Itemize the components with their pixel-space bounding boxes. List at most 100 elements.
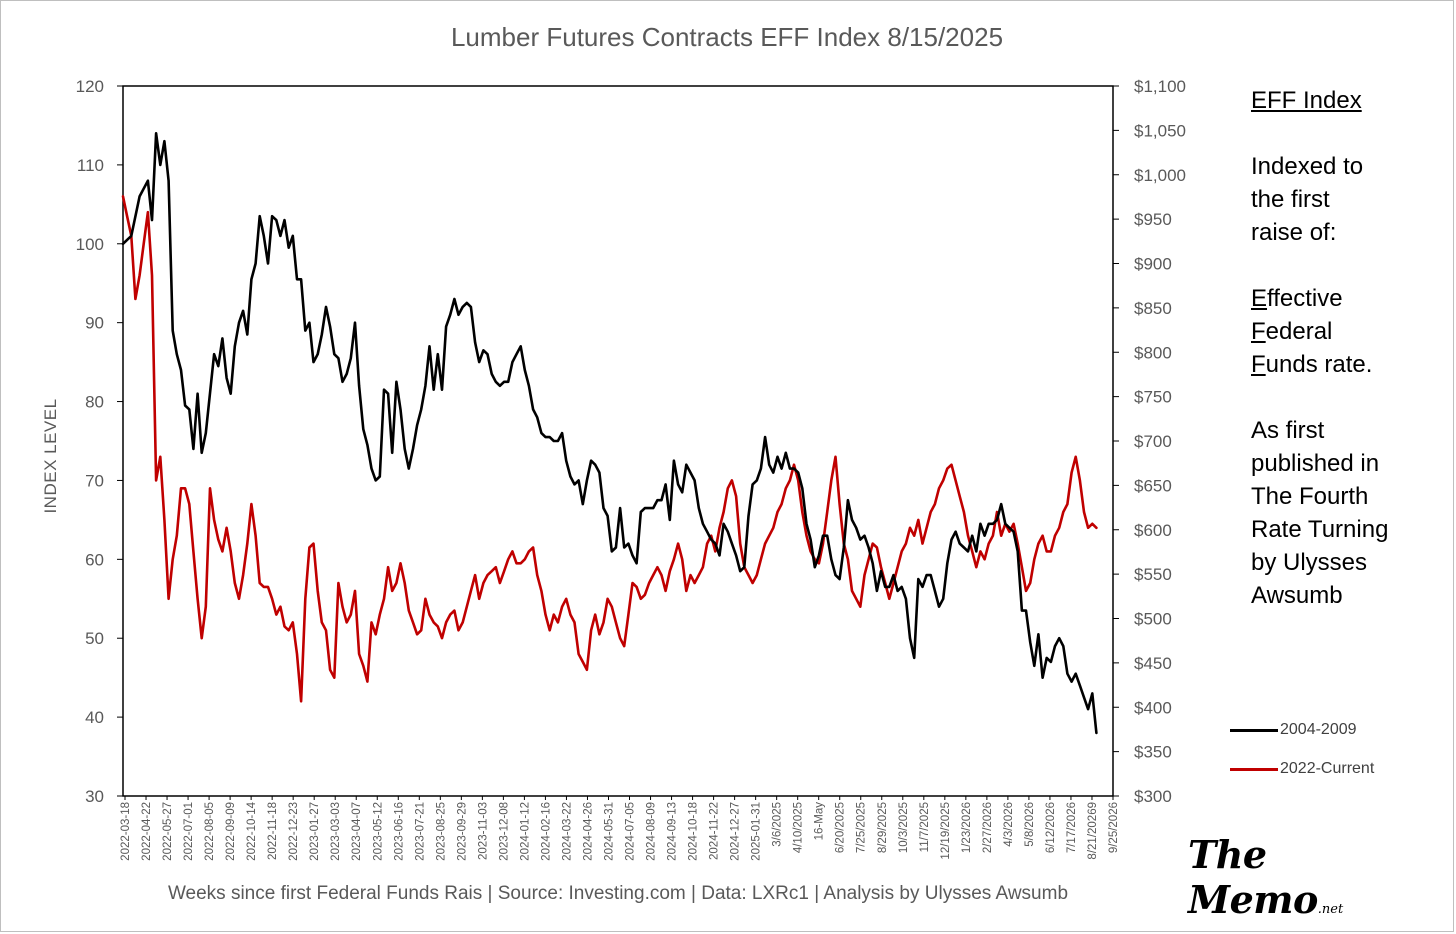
y-tick-label: 30 [85, 787, 104, 806]
eff-index-note: EFF Index Indexed to the first raise of:… [1251, 84, 1451, 645]
x-tick-label: 6/20/2025 [835, 802, 847, 853]
y2-tick-label: $950 [1134, 210, 1172, 229]
y-axis-title: INDEX LEVEL [41, 398, 60, 513]
y2-tick-label: $600 [1134, 521, 1172, 540]
y-tick-label: 120 [76, 77, 104, 96]
note-eff-definition: Effective Federal Funds rate. [1251, 282, 1451, 381]
note-line: As first [1251, 417, 1325, 444]
x-tick-label: 2023-05-12 [372, 802, 384, 861]
x-tick-label: 2022-11-18 [267, 802, 279, 860]
logo-suffix: .net [1317, 902, 1344, 917]
x-tick-label: 1/23/2026 [961, 802, 973, 853]
note-line: ederal [1265, 318, 1333, 345]
y2-tick-label: $550 [1134, 565, 1172, 584]
y2-tick-label: $400 [1134, 698, 1172, 717]
y-tick-label: 50 [85, 629, 104, 648]
x-tick-label: 7/17/2026 [1066, 802, 1078, 853]
x-tick-label: 8/21/20269 [1087, 802, 1099, 860]
note-line: raise of: [1251, 219, 1337, 246]
y2-tick-label: $900 [1134, 255, 1172, 274]
x-tick-label: 2/27/2026 [982, 802, 994, 853]
y2-tick-label: $850 [1134, 299, 1172, 318]
x-tick-label: 2025-01-31 [751, 802, 763, 861]
y-tick-label: 100 [76, 235, 104, 254]
note-line: unds rate. [1265, 351, 1373, 378]
x-tick-label: 2024-11-22 [709, 802, 721, 860]
x-tick-label: 2022-08-05 [204, 802, 216, 861]
legend-swatch [1230, 767, 1278, 771]
y-tick-label: 60 [85, 550, 104, 569]
x-tick-label: 2023-08-25 [435, 802, 447, 861]
note-line: by Ulysses [1251, 549, 1368, 576]
series-line-2022-current [121, 195, 1098, 703]
x-tick-label: 2022-03-18 [120, 802, 132, 861]
y-tick-label: 80 [85, 393, 104, 412]
x-tick-label: 2024-12-27 [730, 802, 742, 861]
note-letter: F [1251, 351, 1266, 378]
x-tick-label: 4/3/2026 [1003, 802, 1015, 847]
x-tick-label: 12/19/2025 [940, 802, 952, 860]
x-tick-label: 3/6/2025 [772, 802, 784, 847]
x-tick-label: 2022-09-09 [225, 802, 237, 861]
note-line: Rate Turning [1251, 516, 1389, 543]
note-line: the first [1251, 186, 1330, 213]
plot-border [122, 85, 1114, 797]
y2-tick-label: $1,000 [1134, 166, 1186, 185]
x-tick-label: 2024-03-22 [561, 802, 573, 861]
x-tick-label: 2023-12-08 [498, 802, 510, 861]
y-axis-left: 120 110 100 90 80 70 60 50 40 30 [76, 77, 123, 806]
x-tick-label: 2022-07-01 [183, 802, 195, 861]
y-axis-right: $1,100 $1,050 $1,000 $950 $900 $850 $800 $750 $7… [1113, 77, 1186, 806]
x-tick-label: 2023-07-21 [414, 802, 426, 861]
x-tick-label: 2024-01-12 [519, 802, 531, 861]
note-line: ffective [1267, 285, 1343, 312]
x-tick-label: 16-May [814, 802, 826, 841]
y-tick-label: 40 [85, 708, 104, 727]
x-tick-label: 2022-12-23 [288, 802, 300, 861]
x-tick-label: 9/25/2026 [1108, 802, 1120, 853]
legend-swatch [1230, 728, 1278, 732]
x-tick-label: 2024-09-13 [667, 802, 679, 861]
x-tick-label: 10/3/2025 [898, 802, 910, 853]
y2-tick-label: $500 [1134, 610, 1172, 629]
note-line: Indexed to [1251, 153, 1364, 180]
y2-tick-label: $700 [1134, 432, 1172, 451]
y2-tick-label: $350 [1134, 743, 1172, 762]
y2-tick-label: $1,050 [1134, 121, 1186, 140]
y-tick-label: 110 [77, 156, 104, 175]
x-tick-label: 2024-04-26 [582, 802, 594, 861]
x-tick-label: 2023-06-16 [393, 802, 405, 861]
series-line-2004-2009 [121, 132, 1098, 735]
x-tick-label: 2023-11-03 [477, 802, 489, 860]
plot-area [121, 85, 1114, 797]
y2-tick-label: $300 [1134, 787, 1172, 806]
note-indexed-text: Indexed to the first raise of: [1251, 150, 1451, 249]
legend-item-2004-2009: 2004-2009 [1230, 718, 1374, 742]
legend-label: 2022-Current [1280, 760, 1375, 777]
y2-tick-label: $800 [1134, 343, 1172, 362]
x-axis-caption: Weeks since first Federal Funds Rais | S… [168, 883, 1068, 904]
x-tick-label: 2022-05-27 [162, 802, 174, 861]
x-tick-label: 4/10/2025 [793, 802, 805, 853]
x-tick-label: 2024-07-05 [625, 802, 637, 861]
note-heading: EFF Index [1251, 87, 1362, 114]
x-tick-label: 2023-09-29 [456, 802, 468, 861]
note-line: published in [1251, 450, 1380, 477]
note-letter: E [1251, 285, 1268, 312]
note-line: The Fourth [1251, 483, 1369, 510]
y2-tick-label: $650 [1134, 476, 1172, 495]
x-tick-label: 2022-10-14 [246, 801, 258, 860]
x-tick-label: 2024-05-31 [603, 802, 615, 861]
y2-tick-label: $1,100 [1134, 77, 1186, 96]
note-publication: As first published in The Fourth Rate Tu… [1251, 414, 1451, 612]
x-axis: 2022-03-18 2022-04-22 2022-05-27 2022-07-01… [120, 796, 1120, 861]
y-tick-label: 70 [85, 471, 104, 490]
x-tick-label: 2023-04-07 [351, 802, 363, 861]
y2-tick-label: $450 [1134, 654, 1172, 673]
logo-word: The Memo [1188, 832, 1318, 922]
x-tick-label: 8/29/2025 [877, 802, 889, 853]
chart-title: Lumber Futures Contracts EFF Index 8/15/… [451, 22, 1003, 52]
chart-legend: 2004-2009 2022-Current [1230, 718, 1374, 796]
x-tick-label: 2022-04-22 [141, 802, 153, 861]
